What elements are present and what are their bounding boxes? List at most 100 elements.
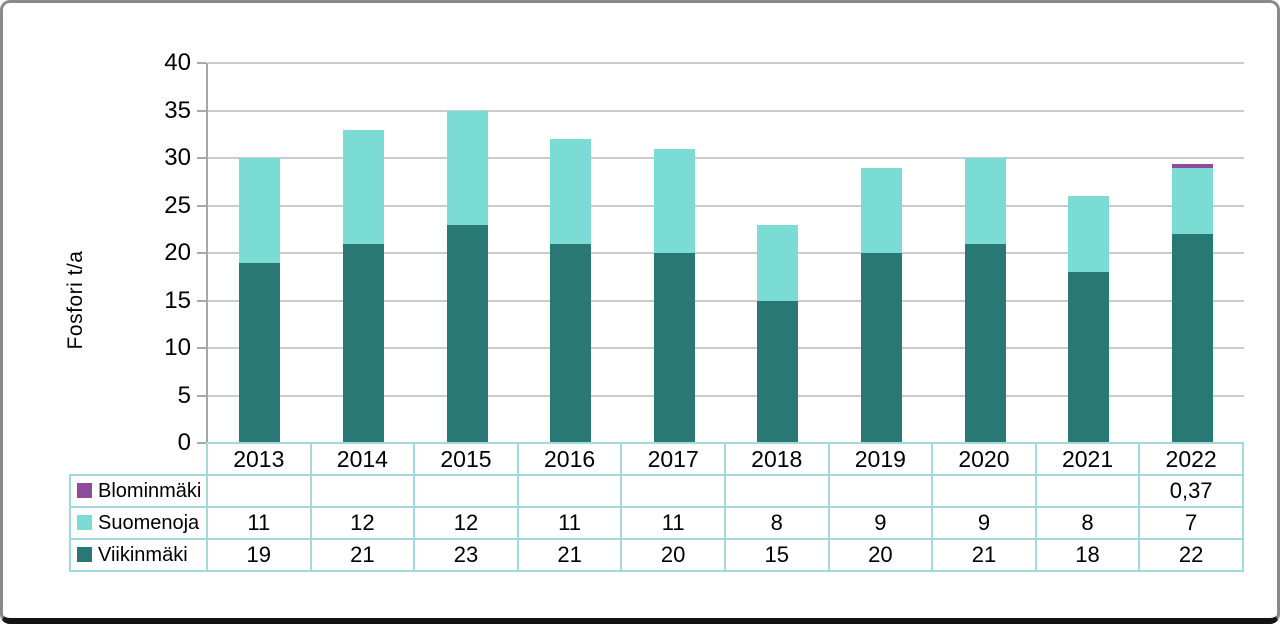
bar-segment-suomenoja-2017 — [653, 148, 695, 253]
value-cell — [309, 474, 416, 508]
y-axis-tick — [197, 157, 207, 159]
y-tick-label: 25 — [164, 191, 191, 219]
bar-segment-suomenoja-2021 — [1068, 196, 1110, 272]
value-cell — [827, 474, 934, 508]
value-cell — [723, 474, 830, 508]
table-row: Viikinmäki 19 21 23 21 20 15 20 21 18 22 — [69, 538, 1244, 572]
year-cell: 2017 — [620, 442, 726, 476]
value-cell: 9 — [827, 506, 934, 540]
value-cell: 20 — [620, 538, 726, 572]
gridline — [208, 299, 1244, 302]
y-tick-label: 5 — [177, 381, 191, 409]
bar-segment-viikinmäki-2015 — [446, 224, 488, 443]
gridline — [208, 394, 1244, 397]
y-axis-tick — [197, 442, 207, 444]
y-axis-tick — [197, 252, 207, 254]
value-cell — [931, 474, 1037, 508]
value-cell: 21 — [931, 538, 1037, 572]
y-axis-tick — [197, 347, 207, 349]
y-tick-label: 35 — [164, 96, 191, 124]
bar-segment-suomenoja-2014 — [342, 129, 384, 244]
bar-segment-viikinmäki-2021 — [1068, 272, 1110, 443]
y-axis-tick — [197, 394, 207, 397]
value-cell: 9 — [931, 506, 1037, 540]
value-cell — [516, 474, 623, 508]
year-cell: 2018 — [723, 442, 830, 476]
year-cell: 2016 — [516, 442, 623, 476]
table-row: Blominmäki 0,37 — [69, 474, 1244, 508]
value-cell: 15 — [723, 538, 830, 572]
y-tick-label: 30 — [164, 144, 191, 171]
bar-segment-viikinmäki-2019 — [860, 253, 902, 443]
bar-segment-viikinmäki-2014 — [342, 243, 384, 443]
value-cell: 8 — [723, 506, 830, 540]
bar-segment-suomenoja-2022 — [1171, 167, 1213, 234]
gridline — [208, 62, 1244, 64]
plot-area — [206, 62, 1244, 443]
bar-segment-suomenoja-2018 — [757, 224, 799, 301]
year-cell: 2014 — [309, 442, 416, 476]
y-tick-label: 15 — [164, 286, 191, 314]
legend-label: Viikinmäki — [98, 543, 188, 566]
bar-segment-viikinmäki-2018 — [757, 300, 799, 443]
value-cell: 11 — [206, 506, 312, 540]
gridline — [208, 204, 1244, 207]
value-cell: 21 — [516, 538, 623, 572]
gridline — [208, 109, 1244, 112]
legend-cell: Suomenoja — [69, 506, 208, 540]
bar-segment-viikinmäki-2022 — [1171, 234, 1213, 443]
y-axis-tick — [197, 109, 207, 112]
year-cell: 2020 — [931, 442, 1037, 476]
year-cell: 2022 — [1138, 442, 1244, 476]
value-cell — [620, 474, 726, 508]
value-cell — [206, 474, 312, 508]
bar-segment-suomenoja-2019 — [860, 167, 902, 253]
y-tick-label: 10 — [164, 334, 191, 361]
value-cell: 12 — [309, 506, 416, 540]
value-cell: 20 — [827, 538, 934, 572]
value-cell: 12 — [413, 506, 519, 540]
legend-label: Blominmäki — [98, 479, 202, 502]
bar-segment-suomenoja-2016 — [550, 139, 592, 244]
y-tick-label: 0 — [177, 429, 191, 456]
value-cell: 18 — [1034, 538, 1141, 572]
y-axis-tick — [197, 299, 207, 302]
bar-segment-suomenoja-2013 — [239, 158, 281, 263]
table-corner-spacer — [70, 443, 207, 475]
y-axis-tick — [197, 204, 207, 207]
gridline — [208, 347, 1244, 349]
gridline — [208, 157, 1244, 159]
bar-segment-viikinmäki-2013 — [239, 262, 281, 443]
value-cell — [1034, 474, 1141, 508]
legend-swatch — [77, 546, 92, 562]
y-axis-tick — [197, 62, 207, 64]
legend-cell: Blominmäki — [69, 474, 208, 508]
gridline — [208, 252, 1244, 254]
legend-swatch — [77, 482, 92, 498]
value-cell: 22 — [1138, 538, 1244, 572]
bar-segment-suomenoja-2020 — [964, 158, 1006, 244]
year-header-row: 2013 2014 2015 2016 2017 2018 2019 2020 2021 2022 — [70, 442, 1244, 476]
legend-swatch — [77, 514, 92, 530]
legend-label: Suomenoja — [98, 511, 200, 534]
bar-segment-viikinmäki-2017 — [653, 253, 695, 443]
year-cell: 2021 — [1034, 442, 1141, 476]
value-cell — [413, 474, 519, 508]
table-row: Suomenoja 11 12 12 11 11 8 9 9 8 7 — [69, 506, 1244, 540]
bar-segment-blominmäki-2022 — [1171, 164, 1213, 168]
value-cell: 23 — [413, 538, 519, 572]
value-cell: 21 — [309, 538, 416, 572]
year-cell: 2019 — [827, 442, 934, 476]
legend-cell: Viikinmäki — [69, 538, 208, 572]
value-cell: 0,37 — [1138, 474, 1244, 508]
year-cell: 2015 — [413, 442, 519, 476]
year-cell: 2013 — [206, 442, 312, 476]
y-tick-label: 20 — [164, 239, 191, 266]
value-cell: 7 — [1138, 506, 1244, 540]
data-table: 2013 2014 2015 2016 2017 2018 2019 2020 2021 2022… — [69, 442, 1244, 572]
value-cell: 11 — [620, 506, 726, 540]
y-axis-title: Fosfori t/a — [64, 250, 87, 350]
value-cell: 11 — [516, 506, 623, 540]
value-cell: 19 — [206, 538, 312, 572]
